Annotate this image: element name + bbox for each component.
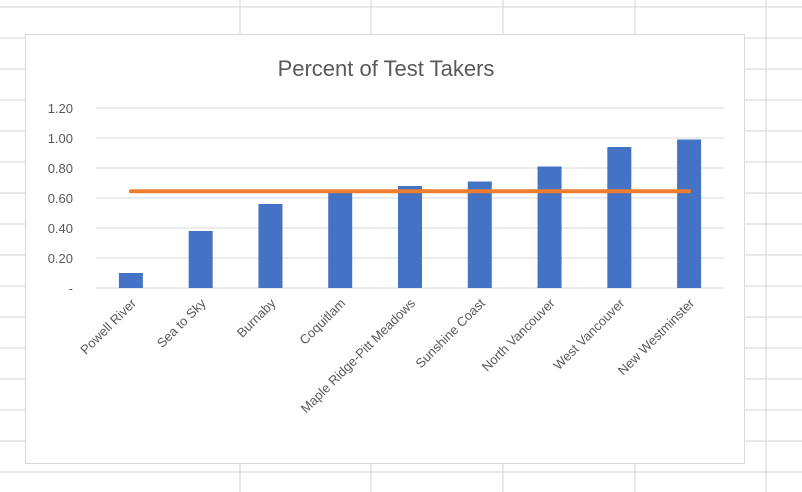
- x-tick-label: West Vancouver: [550, 295, 628, 373]
- y-tick-label: 1.00: [48, 131, 73, 146]
- bar: [677, 139, 702, 288]
- chart-area[interactable]: Percent of Test Takers - 0.20 0.40 0.60 0.80…: [25, 34, 745, 464]
- bars: [118, 139, 702, 288]
- x-tick-label: Coquitlam: [296, 296, 348, 348]
- bar: [118, 273, 143, 288]
- x-tick-label: North Vancouver: [479, 295, 558, 374]
- bar: [467, 181, 492, 288]
- y-axis-tick-labels: - 0.20 0.40 0.60 0.80 1.00 1.20: [48, 101, 73, 296]
- x-tick-label: Powell River: [77, 295, 139, 357]
- bar-chart: Percent of Test Takers - 0.20 0.40 0.60 0.80…: [48, 56, 724, 416]
- y-tick-label: -: [69, 281, 73, 296]
- y-tick-label: 1.20: [48, 101, 73, 116]
- x-tick-label: Sea to Sky: [154, 295, 209, 350]
- bar: [607, 147, 632, 288]
- bar: [328, 192, 353, 288]
- x-tick-label: Maple Ridge-Pitt Meadows: [298, 295, 419, 416]
- bar: [258, 204, 283, 288]
- bar: [398, 186, 422, 288]
- y-tick-label: 0.40: [48, 221, 73, 236]
- y-tick-label: 0.80: [48, 161, 73, 176]
- x-tick-label: Burnaby: [234, 295, 279, 340]
- chart-title: Percent of Test Takers: [278, 56, 495, 81]
- bar: [188, 231, 213, 288]
- x-tick-label: Sunshine Coast: [412, 295, 488, 371]
- y-tick-label: 0.20: [48, 251, 73, 266]
- x-tick-label: New Westminster: [615, 295, 698, 378]
- y-tick-label: 0.60: [48, 191, 73, 206]
- x-axis-category-labels: Powell River Sea to Sky Burnaby CoquitlamMa…: [77, 295, 697, 416]
- bar: [537, 166, 562, 288]
